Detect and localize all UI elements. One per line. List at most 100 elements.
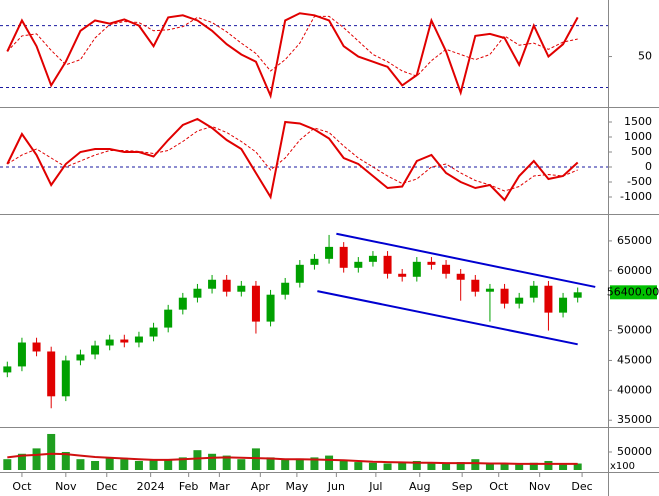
x-tick-label: May (286, 480, 309, 493)
candle-body (47, 351, 56, 397)
y-tick-label: 35000 (617, 413, 652, 426)
y-tick-label: 500 (631, 145, 652, 158)
x-tick-label: Dec (571, 480, 592, 493)
x-tick-label: Sep (452, 480, 473, 493)
volume-bar (149, 459, 158, 470)
candle-body (485, 288, 494, 292)
candle-body (120, 339, 129, 343)
candle-body (76, 354, 85, 361)
volume-bar (17, 453, 26, 470)
x-tick-label: 2024 (137, 480, 165, 493)
last-price-box (610, 285, 657, 300)
candle-body (17, 342, 26, 367)
candle-body (237, 285, 246, 292)
candle-body (61, 360, 70, 397)
y-tick-label: 50 (638, 50, 652, 63)
candle-body (325, 246, 334, 259)
candle-body (383, 255, 392, 274)
volume-bar (76, 459, 85, 470)
last-price-label: 56400.00 (607, 285, 659, 298)
x-tick-label: Jun (327, 480, 345, 493)
candle-body (442, 264, 451, 274)
candle-body (134, 336, 143, 343)
y-tick-label: 50000 (617, 445, 652, 458)
y-tick-label: 45000 (617, 353, 652, 366)
candle-body (471, 279, 480, 292)
x-tick-label: Aug (409, 480, 430, 493)
volume-bar (427, 462, 436, 470)
y-tick-label: 60000 (617, 264, 652, 277)
volume-bar (529, 462, 538, 470)
candle-body (178, 297, 187, 310)
x-tick-label: Jul (368, 480, 382, 493)
candle-body (354, 261, 363, 268)
volume-bar (515, 464, 524, 470)
volume-bar (573, 463, 582, 470)
volume-bar (3, 459, 12, 470)
indicator-line (6, 117, 579, 202)
y-tick-label: 0 (645, 160, 652, 173)
candle-body (295, 264, 304, 283)
indicator-line (6, 12, 579, 100)
y-tick-label: 65000 (617, 234, 652, 247)
y-tick-label: -1000 (620, 190, 652, 203)
candle-body (251, 285, 260, 322)
volume-bar (134, 460, 143, 470)
x-tick-label: Dec (96, 480, 117, 493)
candle-body (193, 288, 202, 298)
candle-body (529, 285, 538, 298)
candle-body (573, 292, 582, 298)
volume-bar (310, 457, 319, 470)
x-tick-label: Mar (209, 480, 230, 493)
volume-bar (368, 462, 377, 470)
candle-body (427, 261, 436, 265)
candle-body (281, 282, 290, 295)
candle-body (3, 366, 12, 373)
volume-bar (398, 462, 407, 470)
volume-unit: x100 (610, 461, 635, 472)
trend-line (336, 232, 596, 288)
volume-bar (281, 459, 290, 470)
candle-body (164, 309, 173, 328)
volume-bar (193, 450, 202, 470)
volume-bar (164, 459, 173, 470)
candle-body (544, 285, 553, 313)
volume-average (7, 452, 578, 465)
candle-body (500, 288, 509, 304)
candle-body (559, 297, 568, 313)
volume-bar (339, 460, 348, 470)
x-tick-label: Apr (251, 480, 271, 493)
volume-bar (383, 463, 392, 470)
volume-bar (178, 457, 187, 470)
volume-bar (500, 463, 509, 470)
volume-bar (325, 455, 334, 470)
volume-bar (471, 459, 480, 470)
candle-body (412, 261, 421, 277)
signal-line (6, 15, 578, 77)
volume-bar (32, 448, 41, 470)
candle-body (149, 327, 158, 337)
volume-bar (208, 453, 217, 470)
candle-body (310, 258, 319, 265)
volume-bar (105, 457, 114, 470)
y-tick-label: 50000 (617, 324, 652, 337)
candle-body (368, 255, 377, 262)
volume-bar (354, 462, 363, 470)
volume-bar (237, 459, 246, 470)
x-tick-label: Feb (179, 480, 198, 493)
y-tick-label: 1500 (624, 115, 652, 128)
y-tick-label: 1000 (624, 130, 652, 143)
volume-bar (120, 459, 129, 470)
x-tick-label: Nov (529, 480, 551, 493)
volume-bar (456, 462, 465, 470)
candle-body (456, 273, 465, 280)
volume-bar (412, 460, 421, 470)
candle-body (398, 273, 407, 277)
volume-bar (442, 463, 451, 470)
y-tick-label: 40000 (617, 383, 652, 396)
volume-bar (295, 458, 304, 470)
volume-bar (61, 451, 70, 470)
candle-body (339, 246, 348, 268)
candle-body (105, 339, 114, 346)
